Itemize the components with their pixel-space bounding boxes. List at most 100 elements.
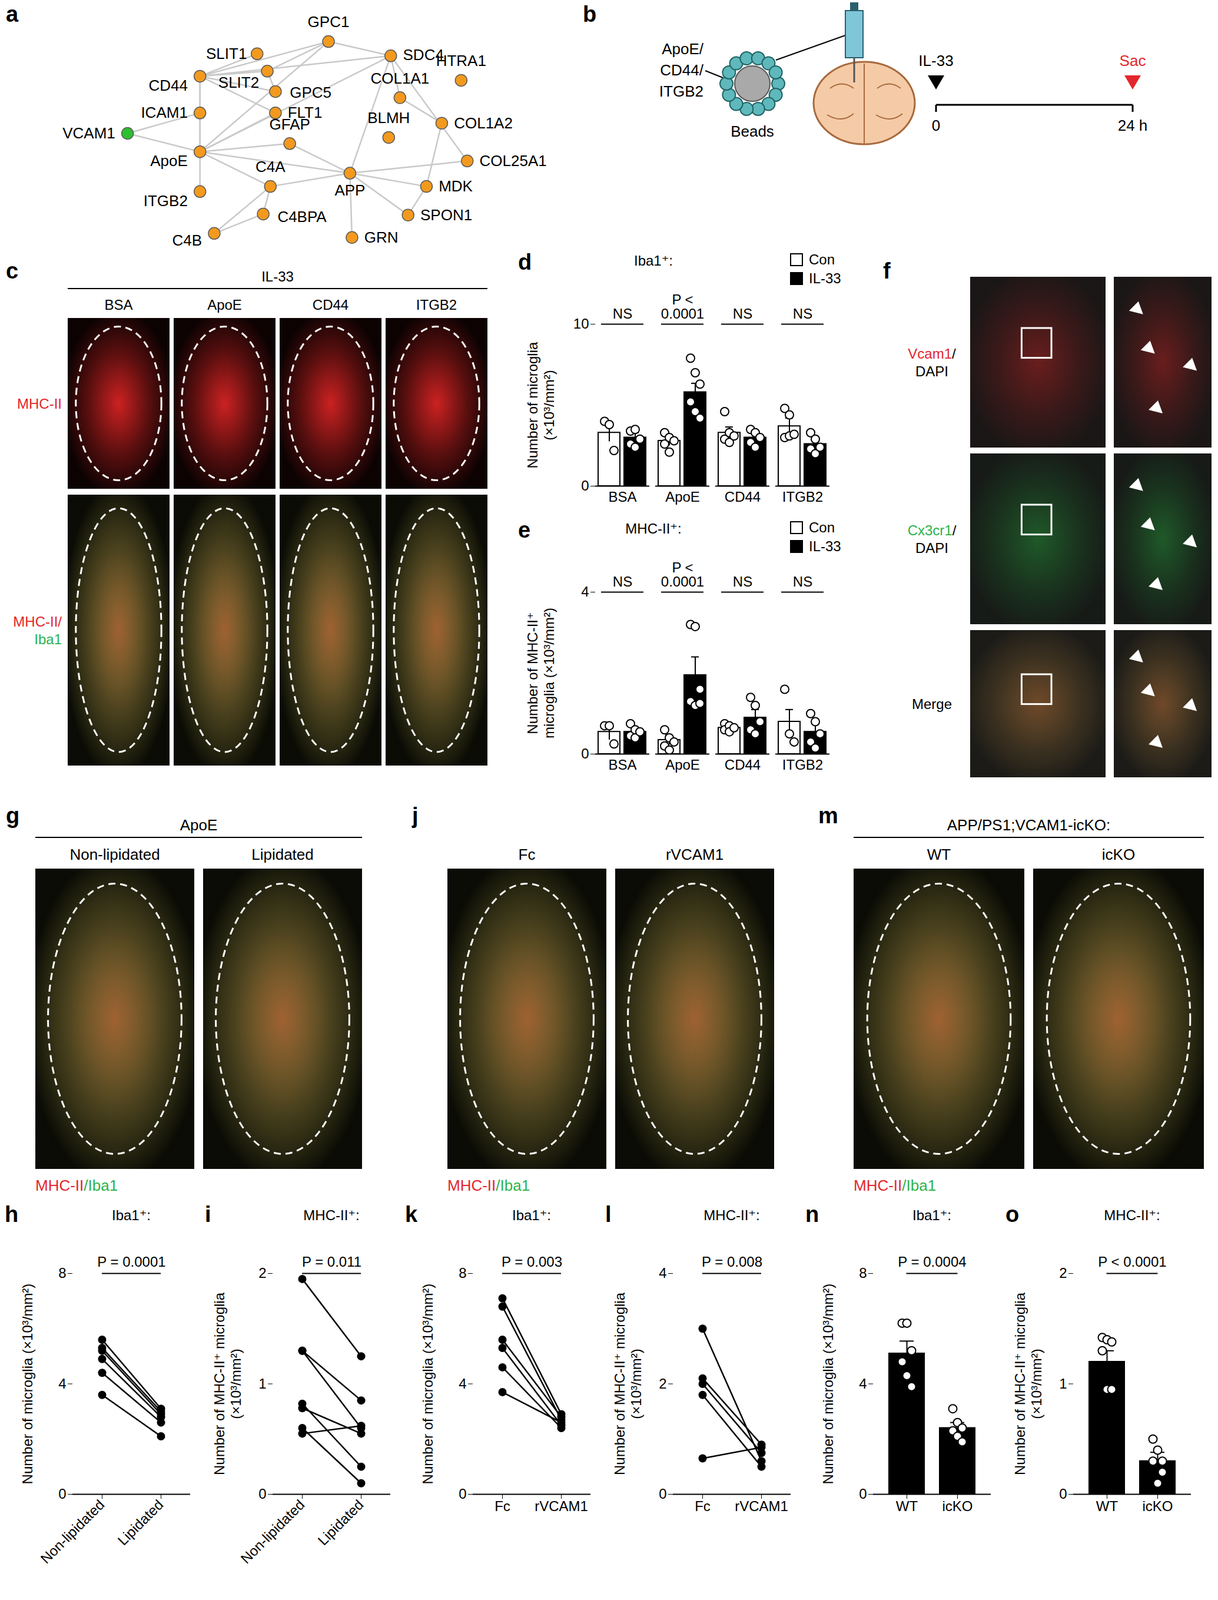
svg-text:0: 0 — [658, 1485, 667, 1502]
svg-text:8: 8 — [458, 1264, 467, 1281]
svg-text:4: 4 — [858, 1375, 867, 1392]
svg-text:rVCAM1: rVCAM1 — [534, 1497, 589, 1514]
svg-text:P <0.0001: P <0.0001 — [661, 291, 705, 322]
svg-text:ApoE: ApoE — [150, 151, 188, 170]
svg-text:P = 0.0001: P = 0.0001 — [97, 1253, 166, 1270]
svg-text:Non-lipidated: Non-lipidated — [69, 845, 160, 864]
svg-text:CD44: CD44 — [148, 76, 188, 95]
svg-text:NS: NS — [792, 573, 813, 590]
svg-text:APP/PS1;VCAM1-icKO:: APP/PS1;VCAM1-icKO: — [947, 815, 1111, 834]
svg-text:0: 0 — [581, 745, 589, 762]
svg-text:VCAM1: VCAM1 — [62, 124, 116, 142]
svg-text:2: 2 — [258, 1264, 267, 1281]
svg-text:NS: NS — [792, 305, 813, 322]
svg-text:MHC-II/Iba1: MHC-II/Iba1 — [853, 1176, 937, 1194]
svg-text:Vcam1/: Vcam1/ — [907, 345, 957, 362]
svg-text:ApoE: ApoE — [665, 756, 700, 773]
svg-text:1: 1 — [258, 1375, 267, 1392]
svg-text:24 h: 24 h — [1117, 116, 1148, 135]
svg-text:Iba1: Iba1 — [34, 631, 62, 647]
svg-text:BSA: BSA — [608, 488, 637, 505]
svg-text:IL-33: IL-33 — [918, 51, 954, 70]
svg-text:Non-lipidated: Non-lipidated — [237, 1495, 308, 1566]
svg-text:MHC-II/Iba1: MHC-II/Iba1 — [447, 1176, 530, 1194]
svg-text:WT: WT — [927, 845, 952, 864]
svg-text:P = 0.003: P = 0.003 — [501, 1253, 563, 1270]
svg-text:1: 1 — [1059, 1375, 1067, 1392]
svg-text:SLIT2: SLIT2 — [218, 73, 260, 92]
svg-text:rVCAM1: rVCAM1 — [665, 845, 724, 864]
svg-text:BLMH: BLMH — [367, 108, 410, 127]
svg-text:C4B: C4B — [172, 231, 203, 250]
svg-text:ITGB2: ITGB2 — [659, 82, 704, 101]
svg-text:P = 0.011: P = 0.011 — [301, 1253, 362, 1270]
svg-text:CD44: CD44 — [312, 296, 349, 313]
svg-text:COL25A1: COL25A1 — [479, 151, 547, 170]
svg-text:GPC1: GPC1 — [307, 12, 350, 31]
svg-text:P < 0.0001: P < 0.0001 — [1097, 1253, 1167, 1270]
svg-text:Fc: Fc — [694, 1497, 711, 1514]
svg-text:MHC-II/: MHC-II/ — [12, 613, 62, 630]
svg-text:4: 4 — [458, 1375, 467, 1392]
svg-text:Lipidated: Lipidated — [114, 1495, 167, 1548]
svg-text:P <0.0001: P <0.0001 — [661, 559, 705, 590]
svg-text:0: 0 — [258, 1485, 267, 1502]
svg-text:Non-lipidated: Non-lipidated — [37, 1495, 108, 1566]
svg-text:BSA: BSA — [104, 296, 133, 313]
svg-text:icKO: icKO — [1102, 845, 1135, 864]
svg-text:APP: APP — [334, 181, 365, 199]
svg-text:Lipidated: Lipidated — [314, 1495, 367, 1548]
svg-text:ICAM1: ICAM1 — [140, 103, 188, 122]
svg-text:C4A: C4A — [255, 157, 286, 176]
svg-text:GPC5: GPC5 — [289, 83, 332, 102]
svg-text:0: 0 — [58, 1485, 66, 1502]
svg-text:NS: NS — [612, 573, 633, 590]
svg-text:4: 4 — [58, 1375, 66, 1392]
svg-text:MHC-II: MHC-II — [17, 395, 62, 412]
svg-text:NS: NS — [612, 305, 633, 322]
svg-text:4: 4 — [581, 583, 589, 600]
svg-text:4: 4 — [658, 1264, 667, 1281]
svg-text:P = 0.008: P = 0.008 — [701, 1253, 763, 1270]
svg-text:Sac: Sac — [1119, 51, 1147, 70]
svg-text:Fc: Fc — [494, 1497, 511, 1514]
svg-text:C4BPA: C4BPA — [277, 207, 327, 226]
svg-text:icKO: icKO — [941, 1497, 973, 1514]
svg-text:BSA: BSA — [608, 756, 637, 773]
svg-text:Beads: Beads — [730, 122, 775, 141]
svg-text:CD44/: CD44/ — [659, 61, 704, 79]
svg-text:NS: NS — [732, 573, 753, 590]
svg-text:CD44: CD44 — [724, 756, 761, 773]
svg-text:ITGB2: ITGB2 — [782, 488, 823, 505]
svg-text:Fc: Fc — [518, 845, 536, 864]
svg-text:0: 0 — [1059, 1485, 1067, 1502]
svg-text:8: 8 — [58, 1264, 66, 1281]
svg-text:ApoE: ApoE — [665, 488, 700, 505]
svg-text:CD44: CD44 — [724, 488, 761, 505]
svg-text:HTRA1: HTRA1 — [436, 51, 487, 70]
svg-text:P = 0.0004: P = 0.0004 — [897, 1253, 967, 1270]
svg-text:NS: NS — [732, 305, 753, 322]
svg-text:MHC-II/Iba1: MHC-II/Iba1 — [35, 1176, 118, 1194]
svg-text:ITGB2: ITGB2 — [143, 191, 188, 210]
svg-text:GFAP: GFAP — [269, 115, 310, 134]
svg-text:WT: WT — [895, 1497, 919, 1514]
svg-text:WT: WT — [1096, 1497, 1119, 1514]
svg-text:Merge: Merge — [911, 695, 952, 712]
svg-text:DAPI: DAPI — [915, 363, 949, 380]
svg-text:SLIT1: SLIT1 — [206, 44, 247, 63]
svg-text:ITGB2: ITGB2 — [416, 296, 457, 313]
svg-text:Lipidated: Lipidated — [251, 845, 314, 864]
svg-text:GRN: GRN — [364, 228, 399, 247]
svg-text:ITGB2: ITGB2 — [782, 756, 823, 773]
svg-text:MDK: MDK — [438, 177, 473, 195]
svg-text:ApoE: ApoE — [180, 815, 218, 834]
svg-text:COL1A2: COL1A2 — [453, 114, 513, 132]
svg-text:ApoE/: ApoE/ — [661, 40, 705, 58]
svg-text:icKO: icKO — [1142, 1497, 1173, 1514]
svg-text:ApoE: ApoE — [207, 296, 242, 313]
svg-text:DAPI: DAPI — [915, 539, 949, 556]
svg-text:Cx3cr1/: Cx3cr1/ — [907, 522, 957, 539]
svg-text:8: 8 — [858, 1264, 867, 1281]
svg-text:SPON1: SPON1 — [420, 206, 473, 224]
